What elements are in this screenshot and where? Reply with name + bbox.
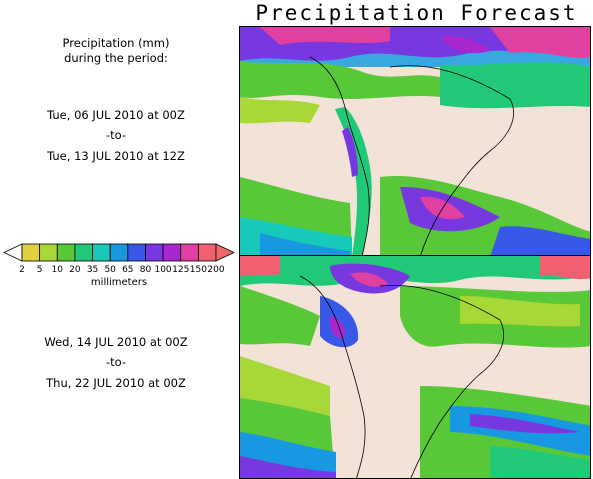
- scale-swatch: [92, 243, 111, 262]
- color-scale-bar: 2 5 10 20 35 50 65 80 100 125 150 200: [3, 243, 235, 275]
- period1-separator: -to-: [105, 128, 127, 142]
- scale-swatch: [180, 243, 199, 262]
- scale-tick-label: 20: [69, 265, 81, 275]
- precip-field-period1: [240, 27, 590, 255]
- scale-swatch: [127, 243, 146, 262]
- precip-field-period2: [240, 256, 590, 478]
- scale-swatch: [21, 243, 41, 262]
- scale-swatch: [162, 243, 182, 262]
- scale-tick-label: 65: [122, 265, 133, 275]
- scale-tick-label: 35: [87, 265, 98, 275]
- caption-line-1: Precipitation (mm): [62, 36, 170, 50]
- scale-tick-label: 50: [104, 265, 116, 275]
- period1-start: Tue, 06 JUL 2010 at 00Z: [47, 108, 185, 122]
- scale-tick-label: 80: [140, 265, 152, 275]
- scale-under-arrow: [3, 243, 23, 262]
- forecast-map-period2[interactable]: [239, 255, 591, 479]
- period2-end: Thu, 22 JUL 2010 at 00Z: [46, 376, 186, 390]
- scale-swatch: [39, 243, 58, 262]
- legend-units: millimeters: [90, 277, 148, 288]
- period2-start: Wed, 14 JUL 2010 at 00Z: [44, 335, 188, 349]
- scale-tick-label: 5: [37, 265, 43, 275]
- scale-swatch: [56, 243, 76, 262]
- scale-swatch: [197, 243, 217, 262]
- scale-tick-label: 200: [207, 265, 224, 275]
- scale-swatch: [145, 243, 164, 262]
- map-title: Precipitation Forecast: [255, 1, 578, 25]
- period1-end: Tue, 13 JUL 2010 at 12Z: [47, 149, 185, 163]
- scale-tick-label: 10: [52, 265, 64, 275]
- scale-swatch: [109, 243, 129, 262]
- forecast-map-period1[interactable]: [239, 26, 591, 256]
- period2-separator: -to-: [105, 355, 127, 369]
- scale-swatch: [74, 243, 93, 262]
- scale-tick-label: 150: [190, 265, 207, 275]
- scale-tick-label: 100: [154, 265, 171, 275]
- scale-tick-label: 125: [172, 265, 189, 275]
- scale-tick-label: 2: [19, 265, 25, 275]
- scale-over-arrow: [215, 243, 235, 262]
- caption-line-2: during the period:: [64, 51, 168, 65]
- color-scale: 2 5 10 20 35 50 65 80 100 125 150 200: [0, 241, 238, 291]
